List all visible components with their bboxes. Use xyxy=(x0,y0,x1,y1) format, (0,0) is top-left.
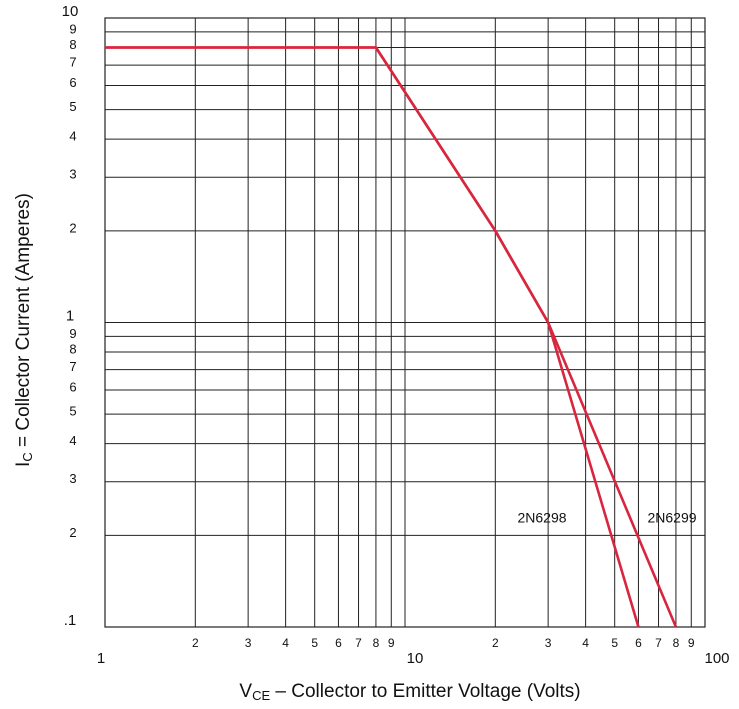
x-tick-label: 100 xyxy=(704,650,729,667)
x-tick-label: 7 xyxy=(355,636,362,650)
x-label-sub: CE xyxy=(252,688,270,703)
y-tick-label: 3 xyxy=(69,167,76,182)
x-tick-label: 2 xyxy=(192,636,199,650)
y-tick-label: 10 xyxy=(62,3,79,20)
y-tick-label: 7 xyxy=(69,359,76,374)
y-tick-label: 7 xyxy=(69,55,76,70)
x-axis-label: VCE – Collector to Emitter Voltage (Volt… xyxy=(239,681,580,703)
y-tick-label: 6 xyxy=(69,75,76,90)
x-tick-label: 9 xyxy=(688,636,695,650)
x-tick-label: 8 xyxy=(373,636,380,650)
series-label: 2N6298 xyxy=(517,510,566,526)
y-tick-label: 8 xyxy=(69,37,76,52)
y-label-rest: = Collector Current (Amperes) xyxy=(13,193,34,452)
y-label-sub: C xyxy=(20,452,35,461)
y-tick-label: 4 xyxy=(69,129,76,144)
x-tick-label: 5 xyxy=(611,636,618,650)
y-tick-label: 3 xyxy=(69,471,76,486)
series-line xyxy=(105,46,678,628)
y-tick-label: 9 xyxy=(69,326,76,341)
y-tick-label: 8 xyxy=(69,341,76,356)
y-tick-label: 2 xyxy=(69,525,76,540)
x-tick-label: 1 xyxy=(97,650,105,667)
x-tick-label: 4 xyxy=(282,636,289,650)
x-tick-label: 6 xyxy=(335,636,342,650)
x-label-rest: – Collector to Emitter Voltage (Volts) xyxy=(270,681,580,702)
y-axis-label: IC = Collector Current (Amperes) xyxy=(13,193,35,467)
y-label-main: I xyxy=(13,462,34,467)
x-tick-label: 10 xyxy=(407,650,424,667)
x-tick-label: 7 xyxy=(655,636,662,650)
x-label-main: V xyxy=(239,681,252,702)
x-tick-label: 3 xyxy=(545,636,552,650)
y-tick-label: 1 xyxy=(66,307,74,324)
y-tick-label: 2 xyxy=(69,220,76,235)
plot-frame xyxy=(104,17,706,628)
y-tick-label: 6 xyxy=(69,379,76,394)
y-tick-label: 5 xyxy=(69,404,76,419)
y-tick-label: 9 xyxy=(69,21,76,36)
x-tick-label: 9 xyxy=(388,636,395,650)
x-tick-label: 4 xyxy=(582,636,589,650)
y-tick-label: 4 xyxy=(69,433,76,448)
x-tick-label: 8 xyxy=(673,636,680,650)
series-line xyxy=(105,46,640,628)
series-label: 2N6299 xyxy=(647,510,696,526)
y-tick-label: .1 xyxy=(64,612,77,629)
x-tick-label: 6 xyxy=(635,636,642,650)
x-tick-label: 2 xyxy=(492,636,499,650)
x-tick-label: 5 xyxy=(311,636,318,650)
x-tick-label: 3 xyxy=(245,636,252,650)
y-tick-label: 5 xyxy=(69,99,76,114)
